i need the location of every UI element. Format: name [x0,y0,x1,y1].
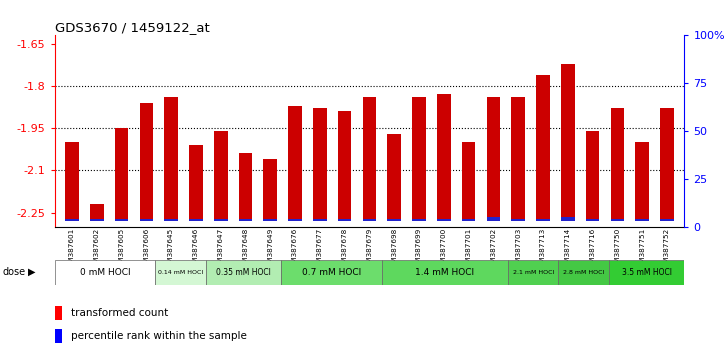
Bar [115,219,128,221]
Bar [165,97,178,221]
Bar [189,219,202,221]
Bar [561,217,574,221]
Bar [511,219,525,221]
Bar [363,219,376,221]
Bar [281,260,382,285]
Bar [586,219,599,221]
Text: 0.35 mM HOCl: 0.35 mM HOCl [216,268,271,277]
Bar [611,219,624,221]
Bar [486,97,500,221]
Bar [636,142,649,221]
Bar [214,131,228,221]
Bar [313,219,327,221]
Text: 1.4 mM HOCl: 1.4 mM HOCl [416,268,475,277]
Text: transformed count: transformed count [71,308,168,318]
Bar [155,260,206,285]
Bar [412,97,426,221]
Bar [55,260,155,285]
Text: 2.8 mM HOCl: 2.8 mM HOCl [563,270,604,275]
Bar [264,219,277,221]
Bar [412,219,426,221]
Bar [611,108,624,221]
Bar [65,142,79,221]
Text: 0.14 mM HOCl: 0.14 mM HOCl [158,270,203,275]
Bar [90,204,103,221]
Bar [660,108,674,221]
Text: dose: dose [3,267,26,277]
Bar [660,219,674,221]
Bar [288,106,302,221]
Text: 0.7 mM HOCl: 0.7 mM HOCl [302,268,361,277]
Bar [462,219,475,221]
Bar [338,111,352,221]
Bar [387,219,401,221]
Bar [387,134,401,221]
Bar [90,219,103,221]
Bar [486,217,500,221]
Bar [165,219,178,221]
Bar [313,108,327,221]
Bar [115,128,128,221]
Text: 3.5 mM HOCl: 3.5 mM HOCl [622,268,671,277]
Bar [239,219,253,221]
Bar [363,97,376,221]
Bar [55,329,62,343]
Bar [508,260,558,285]
Bar [55,306,62,320]
Bar [558,260,609,285]
Text: 2.1 mM HOCl: 2.1 mM HOCl [513,270,554,275]
Bar [437,95,451,221]
Bar [586,131,599,221]
Bar [65,219,79,221]
Bar [636,219,649,221]
Bar [140,219,153,221]
Bar [206,260,281,285]
Bar [609,260,684,285]
Bar [264,159,277,221]
Text: 0 mM HOCl: 0 mM HOCl [79,268,130,277]
Bar [382,260,508,285]
Bar [140,103,153,221]
Bar [189,145,202,221]
Bar [537,219,550,221]
Bar [537,75,550,221]
Text: ▶: ▶ [28,267,35,277]
Bar [214,219,228,221]
Text: GDS3670 / 1459122_at: GDS3670 / 1459122_at [55,21,210,34]
Bar [561,63,574,221]
Text: percentile rank within the sample: percentile rank within the sample [71,331,247,341]
Bar [462,142,475,221]
Bar [511,97,525,221]
Bar [288,219,302,221]
Bar [338,219,352,221]
Bar [437,219,451,221]
Bar [239,154,253,221]
